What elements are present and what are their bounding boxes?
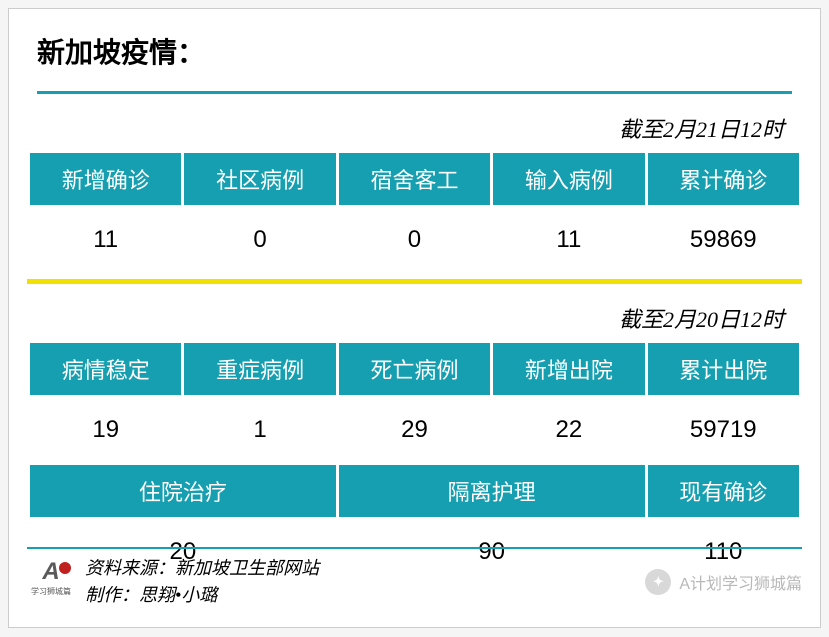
cell-value: 0 <box>337 207 491 274</box>
col-header: 新增出院 <box>492 342 646 397</box>
col-header: 社区病例 <box>183 152 337 207</box>
col-header: 输入病例 <box>492 152 646 207</box>
cell-value: 22 <box>492 397 646 464</box>
page-title: 新加坡疫情： <box>37 31 792 71</box>
col-header: 宿舍客工 <box>337 152 491 207</box>
col-header: 累计确诊 <box>646 152 800 207</box>
col-header: 重症病例 <box>183 342 337 397</box>
cell-value: 11 <box>492 207 646 274</box>
table-row: 11 0 0 11 59869 <box>29 207 801 274</box>
section1-date: 截至2月21日12时 <box>9 94 820 150</box>
cell-value: 19 <box>29 397 183 464</box>
table-row: 19 1 29 22 59719 <box>29 397 801 464</box>
col-header: 累计出院 <box>646 342 800 397</box>
col-header: 病情稳定 <box>29 342 183 397</box>
cell-value: 59719 <box>646 397 800 464</box>
col-header: 隔离护理 <box>337 464 646 519</box>
col-header: 新增确诊 <box>29 152 183 207</box>
source-value: 新加坡卫生部网站 <box>175 558 319 578</box>
cell-value: 59869 <box>646 207 800 274</box>
section2-date: 截至2月20日12时 <box>9 284 820 340</box>
producer-label: 制作： <box>85 585 139 605</box>
footer: A 学习狮城篇 资料来源：新加坡卫生部网站 制作：思翔•小璐 ✦ A计划学习狮城… <box>27 547 802 609</box>
wechat-icon: ✦ <box>645 569 671 595</box>
col-header: 住院治疗 <box>29 464 338 519</box>
source-text: 资料来源：新加坡卫生部网站 制作：思翔•小璐 <box>85 555 319 609</box>
source-label: 资料来源： <box>85 558 175 578</box>
cell-value: 1 <box>183 397 337 464</box>
col-header: 死亡病例 <box>337 342 491 397</box>
table-header-row: 住院治疗 隔离护理 现有确诊 <box>29 464 801 519</box>
table-header-row: 新增确诊 社区病例 宿舍客工 输入病例 累计确诊 <box>29 152 801 207</box>
col-header: 现有确诊 <box>646 464 800 519</box>
watermark-text: A计划学习狮城篇 <box>679 570 802 594</box>
table-header-row: 病情稳定 重症病例 死亡病例 新增出院 累计出院 <box>29 342 801 397</box>
info-card: 新加坡疫情： 截至2月21日12时 新增确诊 社区病例 宿舍客工 输入病例 累计… <box>8 8 821 628</box>
cell-value: 0 <box>183 207 337 274</box>
card-header: 新加坡疫情： <box>9 9 820 83</box>
producer-value: 思翔•小璐 <box>139 585 217 605</box>
logo-icon: A 学习狮城篇 <box>27 560 75 604</box>
cell-value: 11 <box>29 207 183 274</box>
cell-value: 29 <box>337 397 491 464</box>
watermark: ✦ A计划学习狮城篇 <box>645 569 802 595</box>
source-block: A 学习狮城篇 资料来源：新加坡卫生部网站 制作：思翔•小璐 <box>27 555 319 609</box>
section1-table: 新增确诊 社区病例 宿舍客工 输入病例 累计确诊 11 0 0 11 59869 <box>27 150 802 275</box>
